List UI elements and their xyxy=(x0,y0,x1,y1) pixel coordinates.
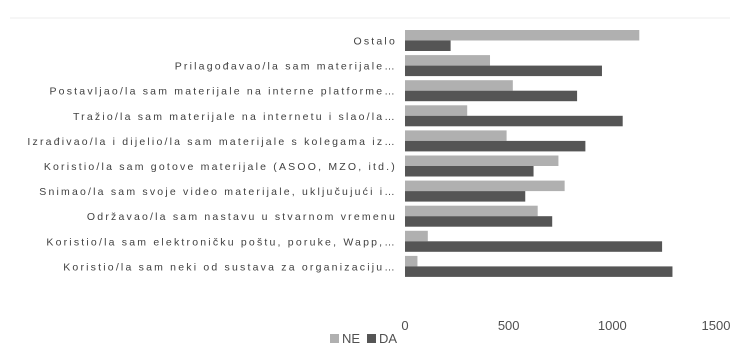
bar-ne-8 xyxy=(405,230,428,242)
legend-label-da: DA xyxy=(379,331,397,346)
category-label-5: Koristio/la sam gotove materijale (ASOO,… xyxy=(44,161,397,173)
x-tick-label-1: 500 xyxy=(498,318,520,333)
bar-da-9 xyxy=(405,266,673,277)
bar-ne-3 xyxy=(405,105,468,116)
bar-da-8 xyxy=(405,241,663,252)
bar-ne-4 xyxy=(405,130,507,141)
bar-ne-6 xyxy=(405,180,565,192)
category-label-7: Održavao/la sam nastavu u stvarnom vreme… xyxy=(87,211,397,223)
x-tick-label-3: 1500 xyxy=(702,318,731,333)
legend-label-ne: NE xyxy=(342,331,360,346)
category-label-0: Ostalo xyxy=(353,36,397,48)
bar-da-6 xyxy=(405,191,526,202)
bar-da-0 xyxy=(405,40,451,51)
bar-da-3 xyxy=(405,115,623,127)
bar-ne-9 xyxy=(405,255,418,267)
category-label-3: Tražio/la sam materijale na internetu i … xyxy=(73,111,397,123)
bar-ne-7 xyxy=(405,205,538,217)
bar-da-5 xyxy=(405,166,534,177)
category-label-8: Koristio/la sam elektroničku poštu, poru… xyxy=(46,236,397,248)
category-labels: Ostalo Prilagođavao/la sam materijale… Pos… xyxy=(27,36,397,274)
category-label-4: Izrađivao/la i dijelio/la sam materijale… xyxy=(27,136,397,148)
bar-ne-0 xyxy=(405,30,640,41)
x-tick-labels: 0 500 1000 1500 xyxy=(401,318,730,333)
bar-ne-1 xyxy=(405,55,491,66)
x-tick-label-2: 1000 xyxy=(598,318,627,333)
category-label-1: Prilagođavao/la sam materijale… xyxy=(175,61,397,73)
legend: NE DA xyxy=(330,331,397,346)
legend-swatch-da xyxy=(367,334,376,343)
bars-group xyxy=(405,30,673,277)
bar-da-4 xyxy=(405,140,586,152)
bar-da-1 xyxy=(405,65,602,77)
bar-ne-5 xyxy=(405,155,559,166)
x-tick-label-0: 0 xyxy=(401,318,408,333)
category-label-9: Koristio/la sam neki od sustava za organ… xyxy=(63,261,397,273)
bar-da-7 xyxy=(405,216,553,227)
bar-ne-2 xyxy=(405,80,513,91)
category-label-2: Postavljao/la sam materijale na interne … xyxy=(49,86,397,98)
category-label-6: Snimao/la sam svoje video materijale, uk… xyxy=(39,186,397,198)
bar-da-2 xyxy=(405,90,578,102)
legend-swatch-ne xyxy=(330,334,339,343)
